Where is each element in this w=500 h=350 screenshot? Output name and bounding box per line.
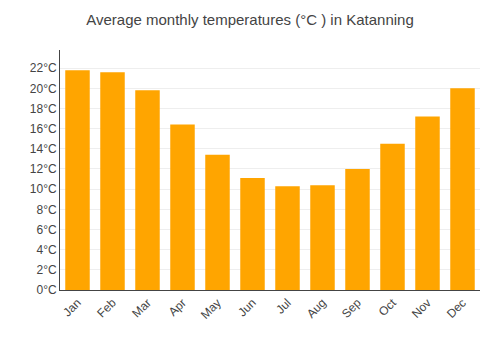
- svg-text:Feb: Feb: [94, 296, 119, 321]
- svg-text:Apr: Apr: [166, 296, 189, 319]
- svg-text:6°C: 6°C: [36, 223, 56, 237]
- svg-text:Sep: Sep: [339, 296, 364, 321]
- svg-text:18°C: 18°C: [30, 102, 57, 116]
- svg-text:4°C: 4°C: [36, 243, 56, 257]
- svg-text:May: May: [198, 296, 224, 322]
- svg-text:Oct: Oct: [376, 295, 400, 319]
- svg-text:20°C: 20°C: [30, 82, 57, 96]
- svg-text:Jun: Jun: [235, 296, 259, 320]
- svg-text:Dec: Dec: [444, 296, 469, 321]
- svg-text:Mar: Mar: [129, 296, 154, 321]
- svg-text:16°C: 16°C: [30, 122, 57, 136]
- svg-text:Aug: Aug: [304, 296, 329, 321]
- svg-text:Nov: Nov: [409, 296, 434, 321]
- svg-text:8°C: 8°C: [36, 203, 56, 217]
- svg-text:Jan: Jan: [60, 296, 84, 320]
- svg-text:14°C: 14°C: [30, 142, 57, 156]
- svg-text:2°C: 2°C: [36, 263, 56, 277]
- svg-text:10°C: 10°C: [30, 182, 57, 196]
- svg-text:Jul: Jul: [273, 296, 294, 317]
- svg-text:22°C: 22°C: [30, 61, 57, 75]
- svg-text:12°C: 12°C: [30, 162, 57, 176]
- svg-text:0°C: 0°C: [36, 283, 56, 297]
- svg-text:Average monthly temperatures (: Average monthly temperatures (°C ) in Ka…: [86, 11, 414, 28]
